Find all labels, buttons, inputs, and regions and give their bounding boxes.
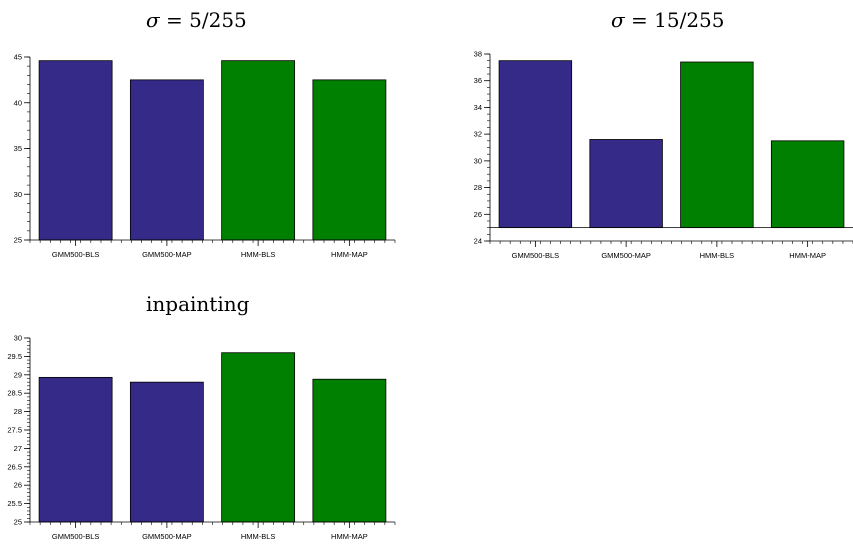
y-tick-label: 30 — [474, 156, 482, 165]
title-rest: = 5/255 — [159, 8, 247, 32]
x-tick-label: HMM-MAP — [331, 532, 368, 541]
x-tick-label: GMM500-MAP — [142, 250, 192, 259]
bar-hmm-bls — [680, 61, 754, 229]
x-tick-label: HMM-BLS — [241, 532, 276, 541]
chart-title-inpainting: inpainting — [146, 292, 250, 316]
y-tick-label: 32 — [474, 130, 482, 139]
y-tick-label: 28 — [474, 183, 482, 192]
title-rest: = 15/255 — [624, 8, 725, 32]
bar-hmm-map — [770, 140, 845, 229]
y-tick-label: 26 — [474, 210, 482, 219]
bar-hmm-map — [312, 378, 387, 523]
sigma-symbol: σ — [146, 8, 160, 32]
x-tick-label: GMM500-BLS — [52, 532, 100, 541]
x-tick-label: GMM500-MAP — [142, 532, 192, 541]
bar-gmm500-map — [129, 381, 204, 523]
y-tick-label: 34 — [474, 103, 482, 112]
y-tick-label: 28.5 — [7, 389, 22, 398]
chart-title-sigma-15: σ = 15/255 — [611, 8, 725, 32]
sigma-symbol: σ — [611, 8, 625, 32]
y-tick-label: 35 — [14, 144, 22, 153]
bar-hmm-bls — [221, 352, 296, 523]
y-tick-label: 45 — [14, 53, 22, 62]
x-tick-label: HMM-MAP — [789, 251, 826, 260]
y-tick-label: 30 — [14, 190, 22, 199]
y-tick-label: 26 — [14, 481, 22, 490]
y-tick-label: 25 — [14, 518, 22, 527]
y-tick-label: 36 — [474, 76, 482, 85]
bar-gmm500-bls — [38, 60, 113, 241]
x-tick-label: GMM500-MAP — [601, 251, 651, 260]
y-tick-label: 40 — [14, 98, 22, 107]
x-tick-label: HMM-MAP — [331, 250, 368, 259]
chart-title-sigma-5: σ = 5/255 — [146, 8, 247, 32]
x-tick-label: HMM-BLS — [241, 250, 276, 259]
y-tick-label: 28 — [14, 407, 22, 416]
bar-gmm500-map — [589, 139, 663, 229]
bar-gmm500-map — [129, 79, 204, 241]
y-tick-label: 27 — [14, 444, 22, 453]
y-tick-label: 29.5 — [7, 352, 22, 361]
x-tick-label: HMM-BLS — [700, 251, 735, 260]
y-tick-label: 25 — [14, 236, 22, 245]
y-tick-label: 29 — [14, 370, 22, 379]
y-tick-label: 27.5 — [7, 426, 22, 435]
y-tick-label: 24 — [474, 237, 482, 246]
bar-gmm500-bls — [38, 376, 113, 523]
x-tick-label: GMM500-BLS — [52, 250, 100, 259]
x-tick-label: GMM500-BLS — [512, 251, 560, 260]
y-tick-label: 30 — [14, 334, 22, 343]
y-tick-label: 38 — [474, 50, 482, 59]
y-tick-label: 26.5 — [7, 462, 22, 471]
y-tick-label: 25.5 — [7, 499, 22, 508]
